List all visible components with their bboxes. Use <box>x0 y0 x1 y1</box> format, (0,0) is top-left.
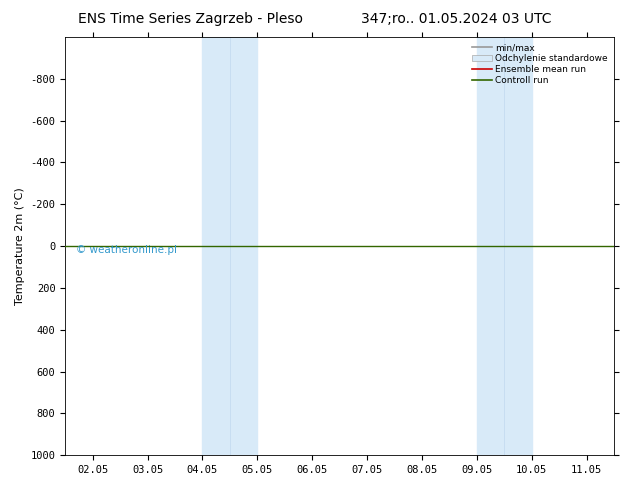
Bar <box>477 37 532 455</box>
Bar <box>202 37 257 455</box>
Text: © weatheronline.pl: © weatheronline.pl <box>76 245 178 255</box>
Text: ENS Time Series Zagrzeb - Pleso: ENS Time Series Zagrzeb - Pleso <box>78 12 302 26</box>
Text: 347;ro.. 01.05.2024 03 UTC: 347;ro.. 01.05.2024 03 UTC <box>361 12 552 26</box>
Y-axis label: Temperature 2m (°C): Temperature 2m (°C) <box>15 187 25 305</box>
Legend: min/max, Odchylenie standardowe, Ensemble mean run, Controll run: min/max, Odchylenie standardowe, Ensembl… <box>470 42 610 87</box>
